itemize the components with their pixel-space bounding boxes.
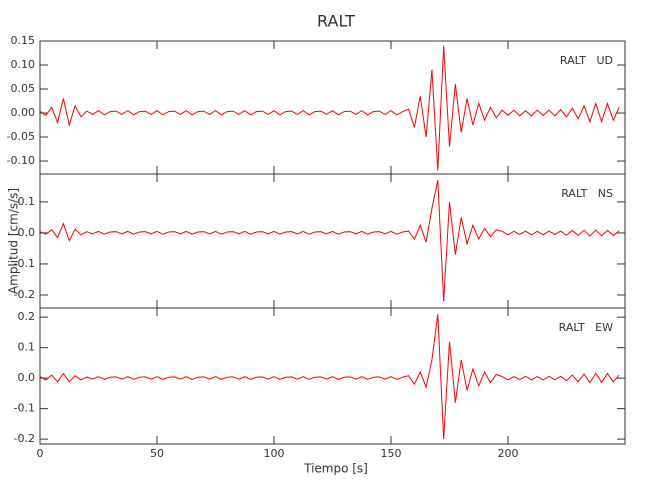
x-tick-label: 0 — [37, 447, 44, 460]
plot-frame — [39, 307, 626, 445]
y-tick-label: -0.1 — [14, 257, 35, 270]
y-tick-label: -0.10 — [7, 154, 35, 167]
y-tick-label: -0.05 — [7, 130, 35, 143]
y-tick-label: 0.00 — [11, 106, 36, 119]
y-tick-label: 0.1 — [18, 341, 36, 354]
y-tick-label: 0.2 — [18, 310, 36, 323]
y-axis-label: Amplitud [cm/s/s] — [7, 188, 21, 294]
y-tick-label: 0.1 — [18, 195, 36, 208]
waveform — [39, 314, 620, 440]
x-tick-label: 50 — [150, 447, 164, 460]
y-tick-label: 0.15 — [11, 34, 36, 47]
y-tick-label: 0.0 — [18, 371, 36, 384]
chart-title: RALT — [317, 12, 355, 31]
trace-label: RALT NS — [561, 187, 613, 200]
x-tick-label: 150 — [381, 447, 402, 460]
trace-label: RALT EW — [559, 321, 613, 334]
plot-frame — [39, 173, 626, 309]
x-axis-label: Tiempo [s] — [303, 462, 368, 476]
y-tick-label: -0.1 — [14, 402, 35, 415]
trace-label: RALT UD — [560, 54, 613, 67]
y-tick-label: -0.2 — [14, 288, 35, 301]
y-tick-label: 0.10 — [11, 58, 36, 71]
plot-frame — [39, 40, 626, 175]
y-tick-label: -0.2 — [14, 432, 35, 445]
x-tick-label: 100 — [264, 447, 285, 460]
x-tick-label: 200 — [498, 447, 519, 460]
waveform — [39, 45, 620, 171]
y-tick-label: 0.05 — [11, 82, 36, 95]
waveform — [39, 180, 620, 302]
y-tick-label: 0.0 — [18, 226, 36, 239]
